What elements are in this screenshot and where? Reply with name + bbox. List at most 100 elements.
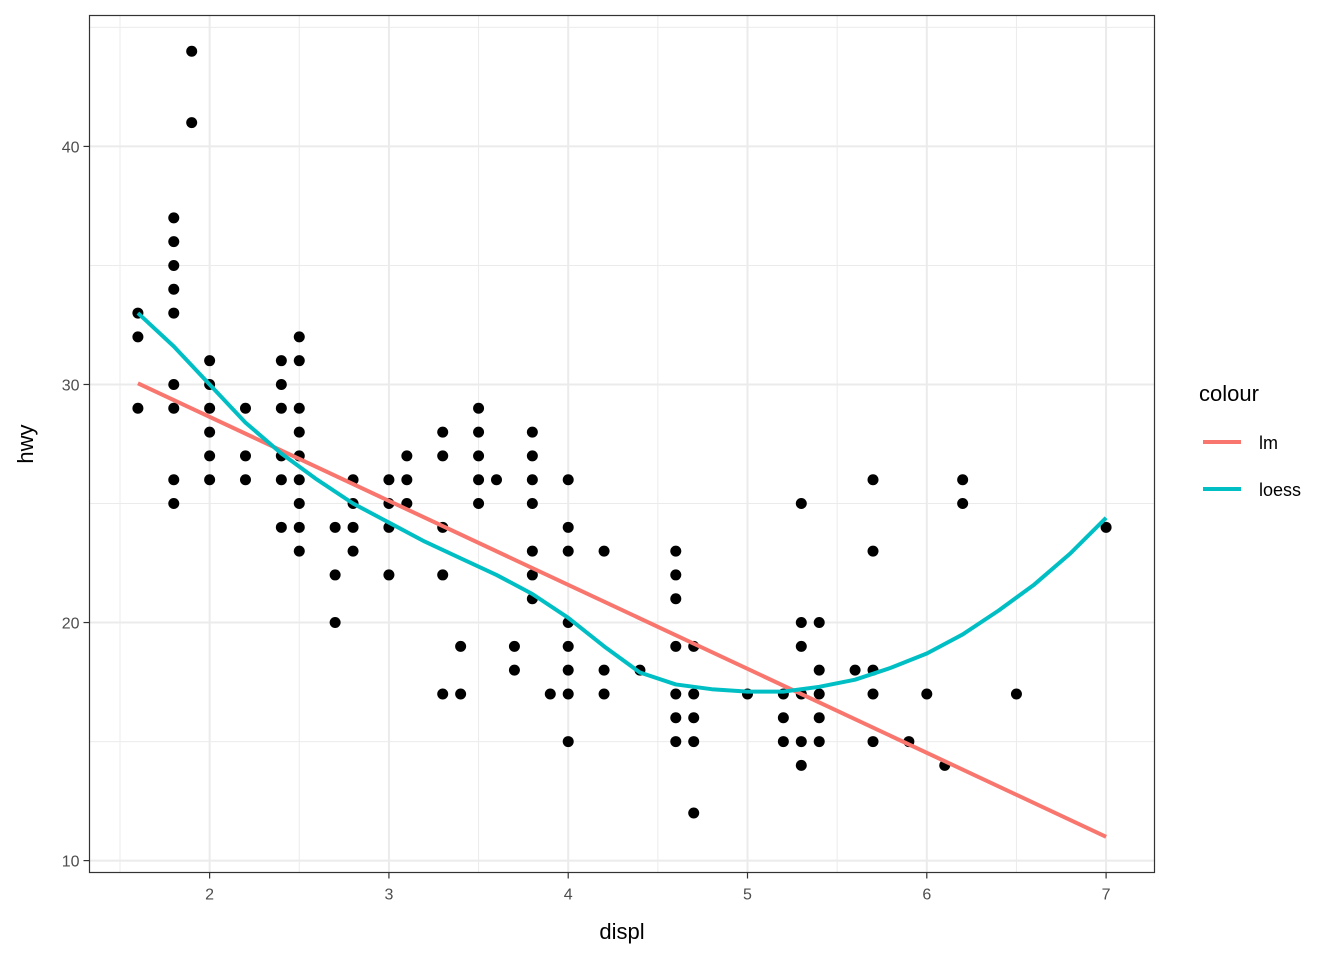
data-point <box>670 640 682 652</box>
plot-border <box>88 14 1156 874</box>
data-point <box>239 474 251 486</box>
data-point <box>921 688 933 700</box>
data-point <box>670 593 682 605</box>
data-point <box>688 807 700 819</box>
data-point <box>168 283 180 295</box>
data-point <box>473 498 485 510</box>
data-point <box>562 545 574 557</box>
x-tick-label: 7 <box>1102 887 1111 904</box>
data-point <box>204 450 216 462</box>
data-point <box>688 688 700 700</box>
data-point <box>526 474 538 486</box>
data-point <box>473 450 485 462</box>
x-axis-title: displ <box>599 919 644 944</box>
data-point <box>562 474 574 486</box>
legend-items: lm loess <box>1203 433 1301 500</box>
data-point <box>849 664 861 676</box>
data-point <box>383 474 395 486</box>
data-point <box>526 569 538 581</box>
data-point <box>275 355 287 367</box>
x-axis-ticks: 2 3 4 5 6 7 <box>205 872 1111 904</box>
data-point <box>293 474 305 486</box>
data-point <box>562 640 574 652</box>
data-point <box>168 498 180 510</box>
y-axis-title: hwy <box>13 424 38 463</box>
x-tick-label: 4 <box>564 887 573 904</box>
data-point <box>168 474 180 486</box>
data-point <box>204 474 216 486</box>
legend: colour lm loess <box>1199 381 1301 500</box>
data-point <box>777 712 789 724</box>
data-point <box>293 402 305 414</box>
data-point <box>473 474 485 486</box>
data-point <box>329 569 341 581</box>
data-point <box>777 736 789 748</box>
legend-label-loess: loess <box>1259 480 1301 500</box>
data-point <box>329 521 341 533</box>
data-point <box>867 688 879 700</box>
plot-panel <box>89 15 1155 873</box>
data-point <box>526 450 538 462</box>
data-point <box>562 664 574 676</box>
data-point <box>813 736 825 748</box>
data-point <box>670 712 682 724</box>
data-point <box>132 331 144 343</box>
data-point <box>473 402 485 414</box>
data-point <box>347 521 359 533</box>
data-point <box>383 569 395 581</box>
data-point <box>1010 688 1022 700</box>
y-tick-label: 40 <box>62 139 80 156</box>
data-point <box>204 426 216 438</box>
series-line-lm <box>137 381 1107 839</box>
data-point <box>473 426 485 438</box>
data-point <box>526 498 538 510</box>
data-point <box>1100 521 1112 533</box>
data-point <box>275 474 287 486</box>
data-point <box>293 426 305 438</box>
x-tick-label: 6 <box>922 887 931 904</box>
data-point <box>813 617 825 629</box>
data-point <box>168 259 180 271</box>
data-point <box>132 402 144 414</box>
data-point <box>508 664 520 676</box>
data-point <box>670 688 682 700</box>
data-point <box>275 521 287 533</box>
data-point <box>526 426 538 438</box>
y-tick-label: 10 <box>62 854 80 871</box>
data-point <box>437 688 449 700</box>
data-point <box>204 402 216 414</box>
data-point <box>562 688 574 700</box>
legend-label-lm: lm <box>1259 433 1278 453</box>
data-point <box>562 521 574 533</box>
data-point <box>293 498 305 510</box>
scatter-points <box>132 45 1112 819</box>
x-tick-label: 2 <box>205 887 214 904</box>
data-point <box>186 45 198 57</box>
data-point <box>688 736 700 748</box>
data-point <box>437 450 449 462</box>
legend-title: colour <box>1199 381 1259 406</box>
series-lines <box>136 311 1108 839</box>
data-point <box>795 736 807 748</box>
data-point <box>795 759 807 771</box>
data-point <box>275 402 287 414</box>
data-point <box>526 545 538 557</box>
data-point <box>813 712 825 724</box>
data-point <box>347 545 359 557</box>
data-point <box>186 117 198 129</box>
data-point <box>813 664 825 676</box>
y-tick-label: 20 <box>62 616 80 633</box>
data-point <box>598 664 610 676</box>
data-point <box>795 640 807 652</box>
series-line-loess <box>136 311 1108 694</box>
data-point <box>168 236 180 248</box>
data-point <box>437 426 449 438</box>
data-point <box>598 545 610 557</box>
data-point <box>562 736 574 748</box>
x-tick-label: 5 <box>743 887 752 904</box>
data-point <box>293 521 305 533</box>
data-point <box>867 545 879 557</box>
data-point <box>670 569 682 581</box>
data-point <box>401 474 413 486</box>
data-point <box>455 640 467 652</box>
